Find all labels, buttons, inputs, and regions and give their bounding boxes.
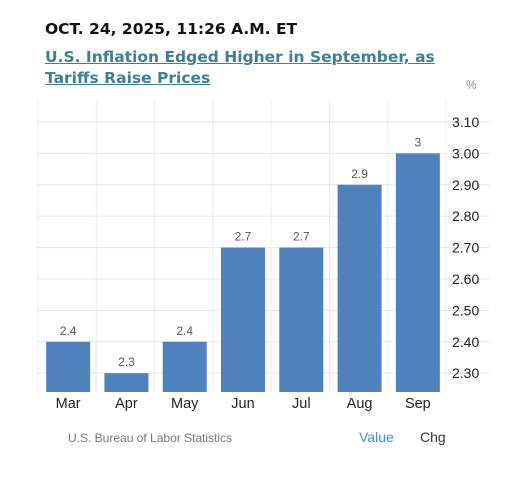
y-tick-label: 2.50 xyxy=(452,302,479,318)
y-axis-unit: % xyxy=(466,78,477,92)
y-tick-label: 3.00 xyxy=(452,145,479,161)
data-label: 3 xyxy=(415,135,422,149)
data-label: 2.4 xyxy=(176,324,193,338)
data-label: 2.7 xyxy=(293,230,310,244)
y-tick-label: 2.80 xyxy=(452,208,479,224)
x-tick-label: Aug xyxy=(347,396,373,412)
bar-sep xyxy=(395,153,440,392)
chart-bars xyxy=(46,153,440,392)
source-label: U.S. Bureau of Labor Statistics xyxy=(68,431,233,445)
chart-y-ticks: 3.10 3.00 2.90 2.80 2.70 2.60 2.50 2.40 2.30 xyxy=(452,114,479,381)
bar-apr xyxy=(104,373,149,392)
data-label: 2.3 xyxy=(118,355,135,369)
bar-may xyxy=(162,341,207,392)
timestamp: OCT. 24, 2025, 11:26 A.M. ET xyxy=(45,20,298,38)
headline-link[interactable]: U.S. Inflation Edged Higher in September… xyxy=(45,48,435,87)
chart-x-ticks: Mar Apr May Jun Jul Aug Sep xyxy=(56,396,431,412)
y-tick-label: 2.90 xyxy=(452,177,479,193)
data-label: 2.4 xyxy=(60,324,77,338)
bar-aug xyxy=(337,184,382,392)
x-tick-label: Sep xyxy=(405,396,431,412)
x-tick-label: Mar xyxy=(56,396,81,412)
x-tick-label: May xyxy=(171,396,199,412)
chart-data-labels: 2.4 2.3 2.4 2.7 2.7 2.9 3 xyxy=(60,135,422,369)
x-tick-label: Jul xyxy=(292,396,311,412)
chg-toggle-button[interactable]: Chg xyxy=(420,429,446,445)
data-label: 2.9 xyxy=(351,167,368,181)
y-tick-label: 2.30 xyxy=(452,365,479,381)
x-tick-label: Apr xyxy=(115,396,138,412)
value-toggle-button[interactable]: Value xyxy=(359,429,394,445)
bar-jun xyxy=(221,247,265,392)
y-tick-label: 2.40 xyxy=(452,334,479,350)
y-tick-label: 3.10 xyxy=(452,114,479,130)
bar-mar xyxy=(46,341,91,392)
bar-jul xyxy=(279,247,324,392)
x-tick-label: Jun xyxy=(231,396,254,412)
y-tick-label: 2.60 xyxy=(452,271,479,287)
data-label: 2.7 xyxy=(235,230,252,244)
y-tick-label: 2.70 xyxy=(452,240,479,256)
